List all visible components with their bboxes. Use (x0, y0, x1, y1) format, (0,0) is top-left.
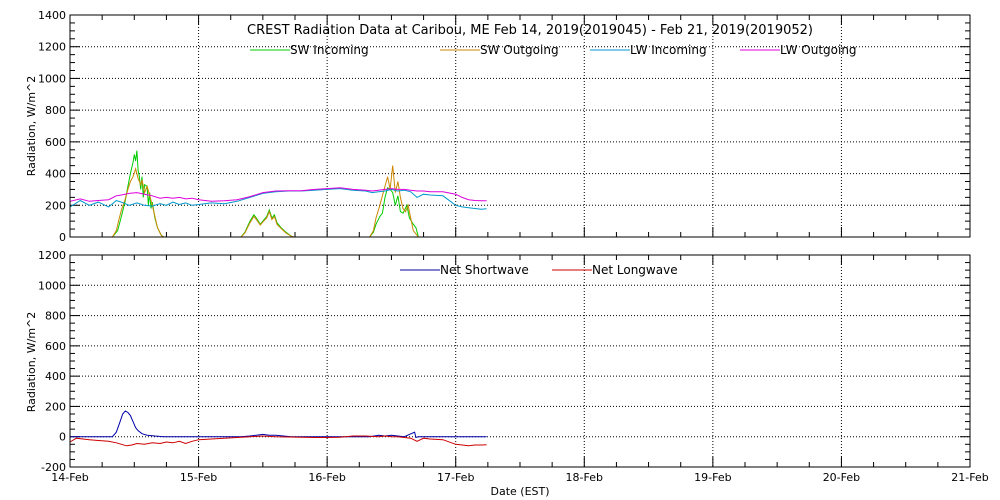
y-tick-label: 600 (45, 340, 66, 353)
x-tick-label: 17-Feb (437, 471, 474, 484)
y-tick-label: 0 (59, 431, 66, 444)
y-tick-label: 1400 (38, 9, 66, 22)
y-tick-label: 1000 (38, 72, 66, 85)
series-line-net-shortwave (70, 410, 487, 439)
chart-title: CREST Radiation Data at Caribou, ME Feb … (247, 23, 813, 38)
y-tick-label: 400 (45, 168, 66, 181)
series-line-lw-incoming (69, 188, 487, 210)
y-tick-label: 600 (45, 136, 66, 149)
series-line-lw-outgoing (69, 187, 487, 202)
x-tick-label: 16-Feb (308, 471, 345, 484)
x-tick-label: 15-Feb (180, 471, 217, 484)
y-tick-label: -200 (41, 461, 66, 474)
legend-label: LW Outgoing (780, 43, 857, 57)
y-tick-label: 0 (59, 231, 66, 244)
legend-label: Net Shortwave (440, 263, 529, 277)
legend-label: LW Incoming (630, 43, 707, 57)
plot-frame (69, 14, 971, 238)
series-line-net-longwave (69, 435, 487, 447)
x-tick-label: 20-Feb (823, 471, 860, 484)
x-axis-label: Date (EST) (490, 485, 549, 498)
x-tick-label: 19-Feb (694, 471, 731, 484)
y-tick-label: 1200 (38, 249, 66, 262)
x-tick-label: 21-Feb (951, 471, 988, 484)
y-tick-label: 800 (45, 310, 66, 323)
series-line-sw-outgoing (70, 165, 487, 238)
series-line-sw-incoming (70, 150, 487, 238)
x-tick-label: 18-Feb (566, 471, 603, 484)
y-tick-label: 800 (45, 104, 66, 117)
y-tick-label: 200 (45, 400, 66, 413)
bottom-y-axis-label: Radiation, W/m^2 (25, 312, 38, 413)
legend-label: Net Longwave (592, 263, 678, 277)
y-tick-label: 1200 (38, 41, 66, 54)
y-tick-label: 200 (45, 199, 66, 212)
plot-frame (69, 254, 971, 468)
bottom-panel: -200 0 200 400 600 800 1000 1200 14-Feb 15-Feb 16-… (38, 249, 989, 484)
top-y-axis-label: Radiation, W/m^2 (25, 76, 38, 177)
y-tick-label: 1000 (38, 279, 66, 292)
top-panel: 0 200 400 600 800 1000 1200 1400 SW Incoming SW O… (38, 9, 971, 244)
legend-label: SW Incoming (290, 43, 369, 57)
legend-label: SW Outgoing (480, 43, 559, 57)
x-tick-label: 14-Feb (51, 471, 88, 484)
y-tick-label: 400 (45, 370, 66, 383)
